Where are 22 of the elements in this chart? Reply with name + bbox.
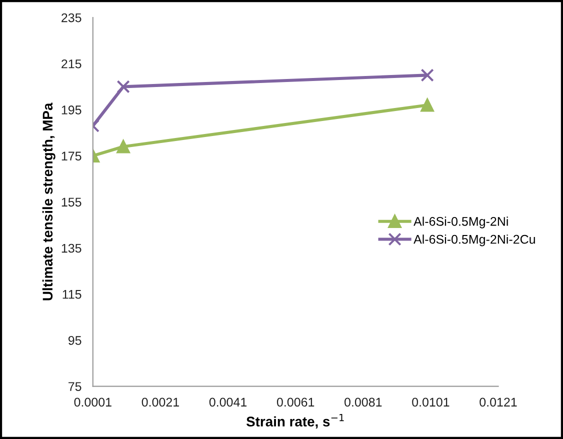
y-tick-label: 135 [62, 244, 82, 253]
y-axis-title: Ultimate tensile strength, MPa [42, 102, 56, 300]
y-tick-label: 195 [62, 106, 82, 114]
x-tick-label: 0.0121 [480, 398, 517, 407]
legend-label: Al-6Si-0.5Mg-2Ni [414, 216, 508, 228]
x-tick-label: 0.0021 [142, 398, 179, 407]
y-tick-label: 155 [62, 198, 82, 207]
y-tick-label: 75 [68, 382, 82, 391]
x-tick-label: 0.0001 [74, 398, 112, 407]
point [420, 68, 434, 82]
legend-label: Al-6Si-0.5Mg-2Ni-2Cu [414, 234, 535, 246]
x-axis-title: Strain rate, s$^{−1}$ [246, 414, 344, 429]
y-tick-label: 215 [62, 59, 82, 68]
y-tick-label: 95 [68, 336, 82, 345]
x-tick-label: 0.0061 [276, 398, 314, 407]
point [420, 98, 434, 112]
y-tick-label: 175 [62, 152, 82, 160]
y-tick-label: 235 [62, 13, 82, 22]
x-tick-label: 0.0081 [344, 398, 382, 407]
x-tick-label: 0.0101 [412, 398, 450, 407]
y-tick-label: 115 [62, 290, 82, 299]
x-tick-label: 0.0041 [209, 398, 247, 407]
